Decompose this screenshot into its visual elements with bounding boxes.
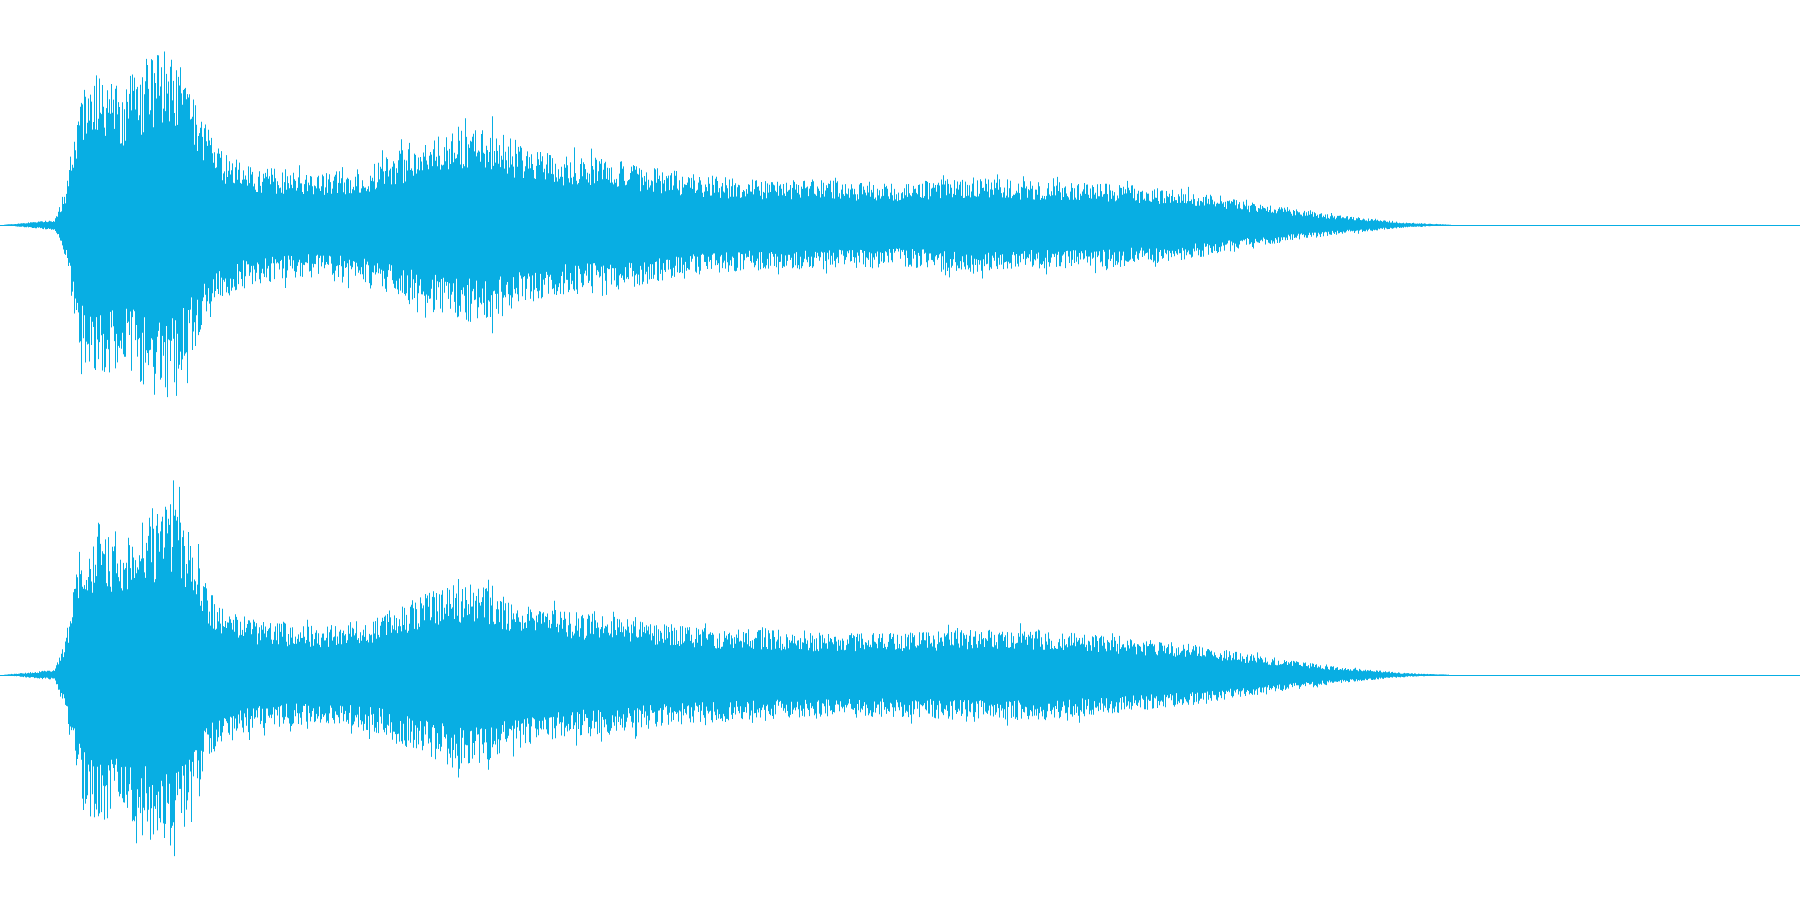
waveform-trace [4, 51, 1451, 398]
waveform-channel-1-plot [0, 51, 1800, 398]
waveform-trace [4, 480, 1449, 857]
waveform-channel-1 [0, 51, 1800, 398]
waveform-channel-2 [0, 450, 1800, 900]
waveform-channel-2-plot [0, 480, 1800, 857]
